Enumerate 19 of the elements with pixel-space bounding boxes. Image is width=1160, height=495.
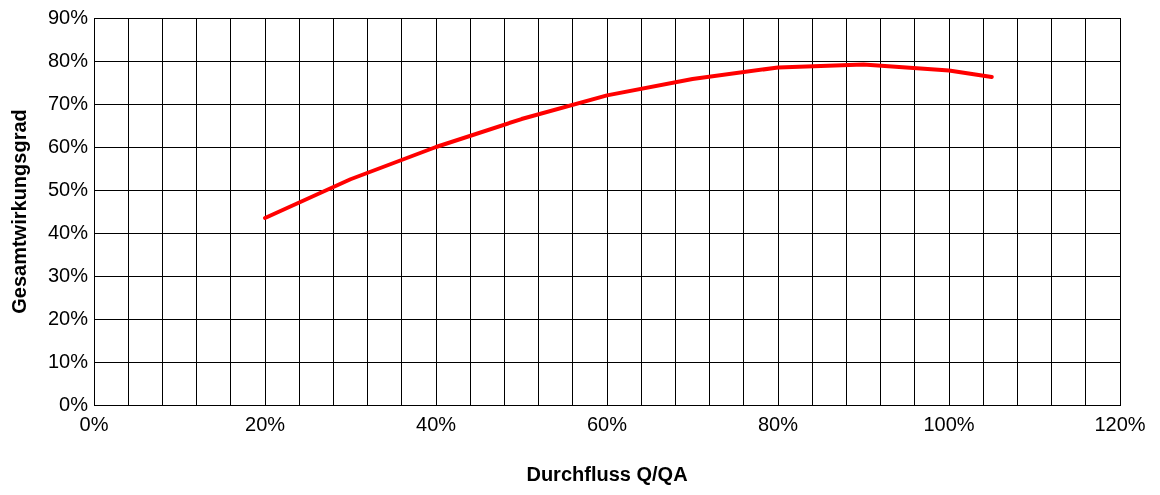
x-tick-label: 20%	[245, 412, 286, 435]
x-tick-label: 0%	[79, 412, 109, 435]
y-tick-label: 70%	[48, 91, 89, 114]
y-tick-label: 50%	[48, 177, 89, 200]
y-tick-label: 30%	[48, 263, 89, 286]
y-tick-label: 0%	[59, 392, 89, 415]
x-tick-label: 80%	[757, 412, 799, 435]
y-tick-label: 60%	[48, 134, 89, 157]
y-axis-title: Gesamtwirkungsgrad	[7, 109, 30, 314]
y-tick-label: 10%	[48, 349, 89, 372]
x-axis-title: Durchfluss Q/QA	[526, 462, 688, 485]
y-tick-label: 40%	[48, 220, 89, 243]
y-tick-label: 90%	[48, 5, 89, 28]
x-tick-label: 40%	[416, 412, 457, 435]
x-tick-label: 100%	[923, 412, 975, 435]
x-tick-label: 120%	[1094, 412, 1146, 435]
y-tick-label: 80%	[48, 48, 89, 71]
x-tick-label: 60%	[587, 412, 628, 435]
y-tick-label: 20%	[48, 306, 89, 329]
